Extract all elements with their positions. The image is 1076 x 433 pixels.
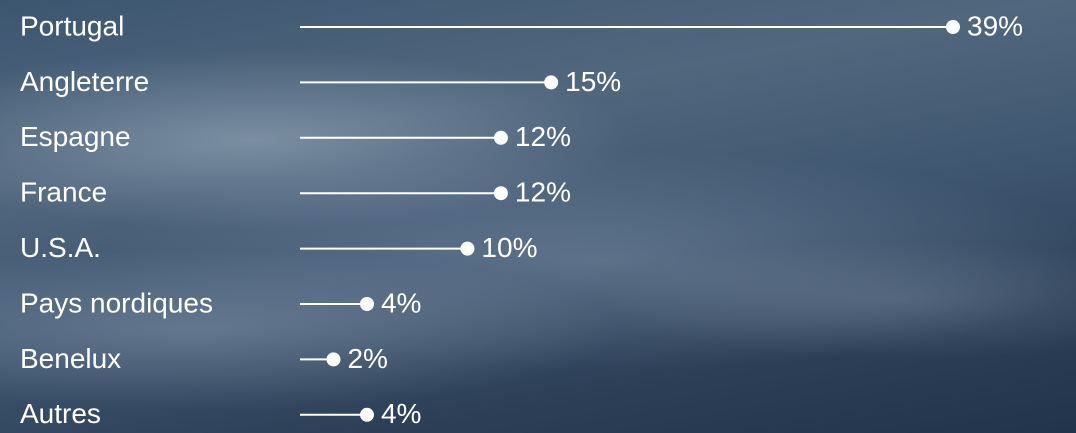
dot	[544, 75, 559, 90]
dot	[946, 20, 960, 34]
dot	[460, 241, 475, 256]
category-label: Benelux	[20, 343, 121, 374]
category-label: France	[20, 177, 107, 208]
value-label: 15%	[565, 66, 621, 97]
category-label: Autres	[20, 398, 101, 429]
category-label: Espagne	[20, 121, 131, 152]
dot	[493, 130, 508, 145]
category-label: U.S.A.	[20, 232, 101, 263]
dot	[493, 186, 508, 201]
value-label: 4%	[381, 287, 421, 318]
value-label: 39%	[967, 10, 1023, 41]
category-label: Angleterre	[20, 66, 149, 97]
dot	[359, 297, 374, 311]
value-label: 2%	[347, 343, 387, 374]
value-label: 4%	[381, 398, 421, 429]
category-label: Pays nordiques	[20, 287, 213, 318]
value-label: 12%	[515, 121, 571, 152]
value-label: 12%	[515, 177, 571, 208]
category-label: Portugal	[20, 10, 124, 41]
value-label: 10%	[481, 232, 537, 263]
dot	[326, 352, 341, 367]
dot	[359, 407, 374, 422]
